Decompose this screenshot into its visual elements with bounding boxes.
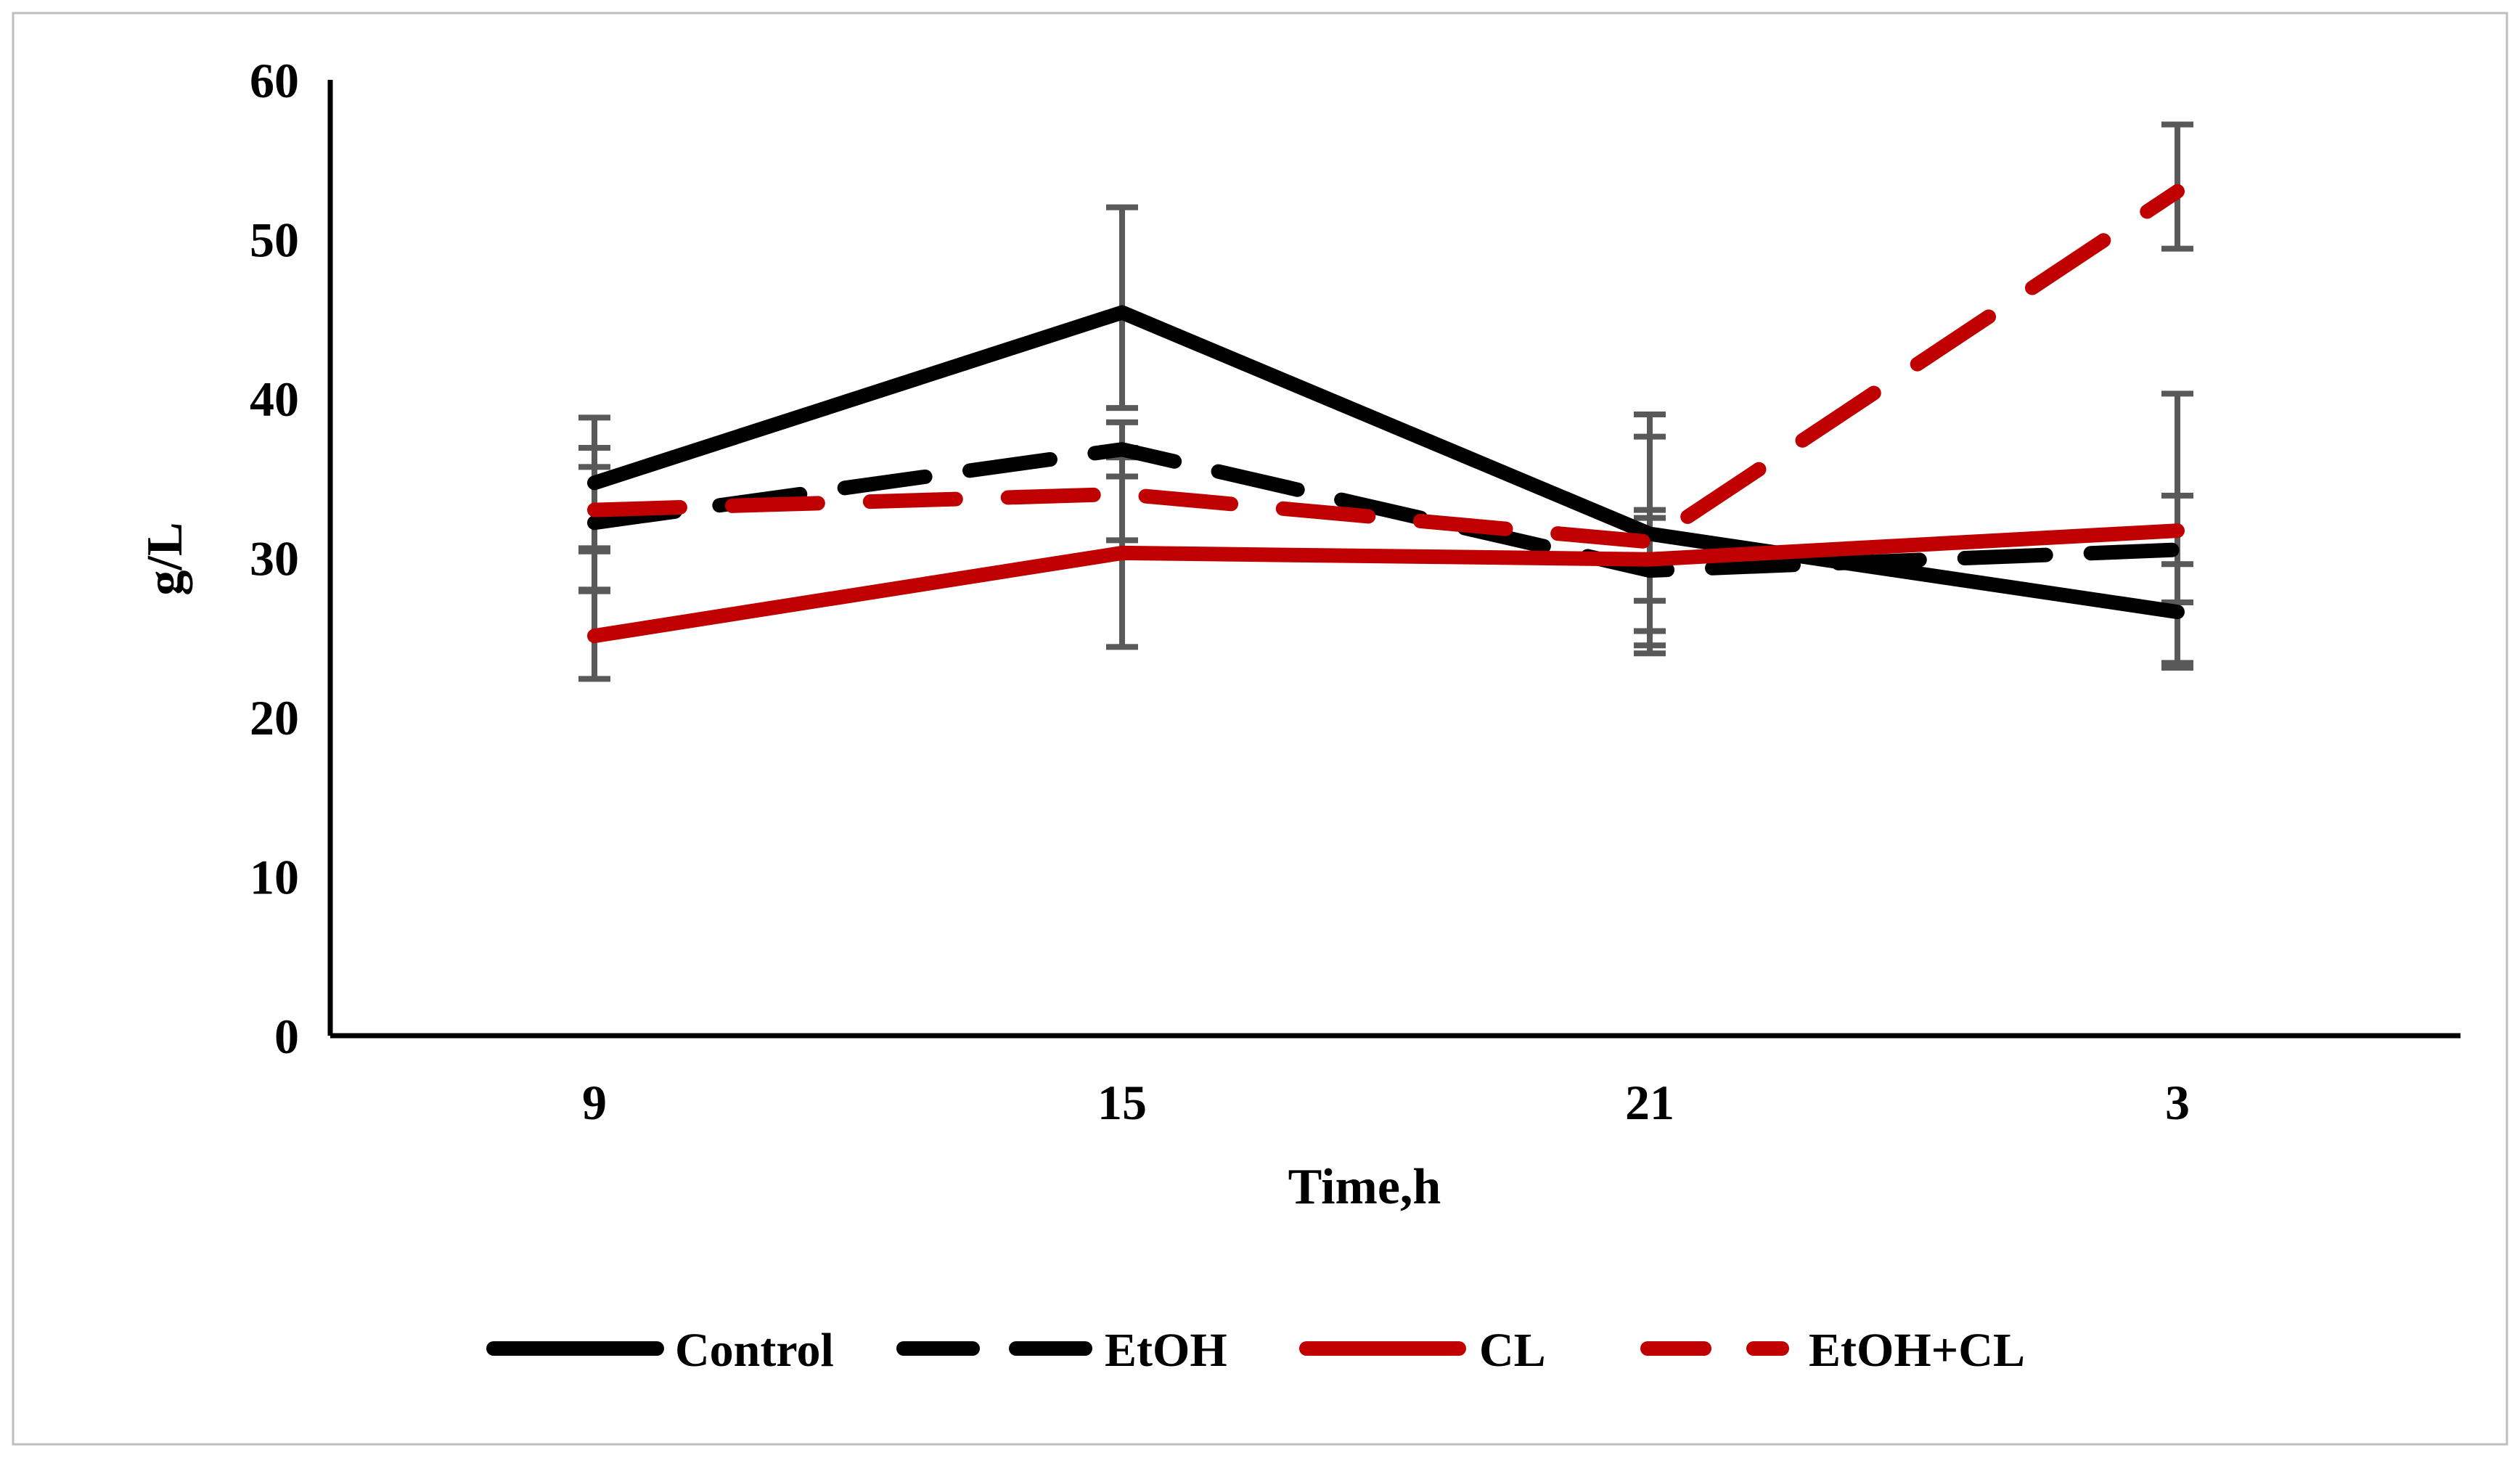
legend-item-etohcl: EtOH+CL: [1640, 1324, 2025, 1377]
series-line-etoh: [587, 442, 2185, 578]
y-tick-label: 30: [250, 531, 299, 586]
x-tick-label: 21: [1625, 1075, 1674, 1130]
y-tick-label: 20: [250, 690, 299, 745]
y-tick-label: 40: [250, 372, 299, 427]
figure-border: [12, 12, 2508, 1446]
y-tick-labels: 0 10 20 30 40 50 60: [250, 53, 299, 1064]
x-axis-title: Time,h: [1288, 1159, 1441, 1215]
x-tick-label: 3: [2165, 1075, 2190, 1130]
series-line-control: [587, 305, 2185, 620]
legend-item-control: Control: [486, 1324, 834, 1377]
legend-label: EtOH: [1105, 1324, 1227, 1377]
legend: Control EtOH CL EtOH+CL: [486, 1324, 2025, 1377]
legend-label: Control: [675, 1324, 834, 1377]
series-line-etohcl: [587, 184, 2185, 549]
x-tick-label: 15: [1097, 1075, 1147, 1130]
x-tick-labels: 9 15 21 3: [582, 1075, 2190, 1130]
legend-item-etoh: EtOH: [896, 1324, 1227, 1377]
legend-label: CL: [1479, 1324, 1546, 1377]
y-tick-label: 10: [250, 850, 299, 905]
y-axis-title: g/L: [137, 522, 193, 595]
y-tick-label: 0: [274, 1009, 299, 1064]
y-tick-label: 50: [250, 213, 299, 268]
legend-item-cl: CL: [1299, 1324, 1546, 1377]
series-line-cl: [587, 523, 2185, 644]
y-tick-label: 60: [250, 53, 299, 108]
x-tick-label: 9: [582, 1075, 607, 1130]
legend-label: EtOH+CL: [1809, 1324, 2025, 1377]
